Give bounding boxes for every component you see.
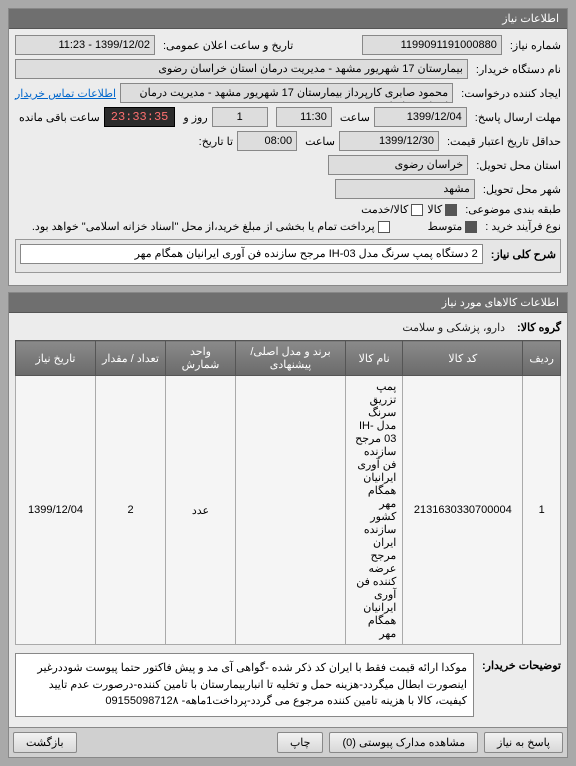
checkbox-icon <box>378 221 390 233</box>
checkbox-icon <box>465 221 477 233</box>
cell-qty: 2 <box>96 376 166 645</box>
price-valid-time-field: 08:00 <box>237 131 297 151</box>
back-button[interactable]: بازگشت <box>13 732 77 753</box>
cell-date: 1399/12/04 <box>16 376 96 645</box>
group-value: دارو، پزشکی و سلامت <box>398 319 509 336</box>
col-idx: ردیف <box>523 341 561 376</box>
delivery-province-label: استان محل تحویل: <box>476 159 561 172</box>
need-info-header: اطلاعات نیاز <box>9 9 567 29</box>
col-unit: واحد شمارش <box>166 341 236 376</box>
cell-unit: عدد <box>166 376 236 645</box>
buyer-name-field: بیمارستان 17 شهریور مشهد - مدیریت درمان … <box>15 59 468 79</box>
buyer-note-box: موکدا ارائه قیمت فقط با ایران کد ذکر شده… <box>15 653 474 717</box>
budget-service-checkbox: کالا/خدمت <box>361 203 423 216</box>
col-name: نام کالا <box>346 341 403 376</box>
need-no-label: شماره نیاز: <box>510 39 561 52</box>
delivery-city-label: شهر محل تحویل: <box>483 183 561 196</box>
checkbox-icon <box>411 204 423 216</box>
budget-goods-text: کالا <box>427 203 442 216</box>
goods-info-header: اطلاعات کالاهای مورد نیاز <box>9 293 567 313</box>
need-no-field: 1199091191000880 <box>362 35 502 55</box>
pub-dt-label: تاریخ و ساعت اعلان عمومی: <box>163 39 293 52</box>
time-label-2: ساعت <box>305 135 335 148</box>
buyer-note-label: توضیحات خریدار: <box>482 653 561 672</box>
delivery-province-field: خراسان رضوی <box>328 155 468 175</box>
need-info-panel: اطلاعات نیاز شماره نیاز: 119909119100088… <box>8 8 568 286</box>
col-code: کد کالا <box>403 341 523 376</box>
checkbox-icon <box>445 204 457 216</box>
budget-goods-checkbox: کالا <box>427 203 457 216</box>
cell-brand <box>236 376 346 645</box>
countdown-timer: 23:33:35 <box>104 107 176 127</box>
pub-dt-field: 1399/12/02 - 11:23 <box>15 35 155 55</box>
buy-type-label: نوع فرآیند خرید : <box>485 220 561 233</box>
buy-type-mid-checkbox: متوسط <box>428 220 478 233</box>
general-title-field: 2 دستگاه پمپ سرنگ مدل IH-03 مرجح سازنده … <box>20 244 483 264</box>
remain-day-label: روز و <box>183 111 207 124</box>
reply-button[interactable]: پاسخ به نیاز <box>484 732 563 753</box>
col-date: تاریخ نیاز <box>16 341 96 376</box>
cell-code: 2131630330700004 <box>403 376 523 645</box>
partial-pay-text: پرداخت تمام یا بخشی از مبلغ خرید،از محل … <box>32 220 375 233</box>
partial-pay-checkbox: پرداخت تمام یا بخشی از مبلغ خرید،از محل … <box>32 220 390 233</box>
footer-bar: پاسخ به نیاز مشاهده مدارک پیوستی (0) چاپ… <box>9 727 567 757</box>
budget-class-label: طبقه بندی موضوعی: <box>465 203 561 216</box>
until-label: تا تاریخ: <box>199 135 233 148</box>
print-button[interactable]: چاپ <box>277 732 324 753</box>
price-valid-label: حداقل تاریخ اعتبار قیمت: <box>447 135 561 148</box>
remain-label: ساعت باقی مانده <box>19 111 100 124</box>
budget-service-text: کالا/خدمت <box>361 203 408 216</box>
deadline-date-field: 1399/12/04 <box>374 107 467 127</box>
deadline-time-field: 11:30 <box>276 107 332 127</box>
delivery-city-field: مشهد <box>335 179 475 199</box>
contact-link[interactable]: اطلاعات تماس خریدار <box>15 87 116 100</box>
time-label-1: ساعت <box>340 111 370 124</box>
attachments-button[interactable]: مشاهده مدارک پیوستی (0) <box>329 732 478 753</box>
price-valid-date-field: 1399/12/30 <box>339 131 439 151</box>
general-title-label: شرح کلی نیاز: <box>491 248 556 261</box>
col-qty: تعداد / مقدار <box>96 341 166 376</box>
table-row[interactable]: 1 2131630330700004 پمپ تزریق سرنگ مدل IH… <box>16 376 561 645</box>
group-label: گروه کالا: <box>517 321 561 334</box>
buy-type-mid-text: متوسط <box>428 220 463 233</box>
remain-days-field: 1 <box>212 107 268 127</box>
goods-info-panel: اطلاعات کالاهای مورد نیاز گروه کالا: دار… <box>8 292 568 758</box>
cell-name: پمپ تزریق سرنگ مدل IH-03 مرجح سازنده فن … <box>346 376 403 645</box>
goods-table: ردیف کد کالا نام کالا برند و مدل اصلی/پی… <box>15 340 561 645</box>
deadline-label: مهلت ارسال پاسخ: <box>475 111 561 124</box>
buyer-name-label: نام دستگاه خریدار: <box>476 63 561 76</box>
col-brand: برند و مدل اصلی/پیشنهادی <box>236 341 346 376</box>
general-title-subpanel: شرح کلی نیاز: 2 دستگاه پمپ سرنگ مدل IH-0… <box>15 239 561 273</box>
cell-idx: 1 <box>523 376 561 645</box>
creator-label: ایجاد کننده درخواست: <box>461 87 561 100</box>
creator-field: محمود صابری کارپرداز بیمارستان 17 شهریور… <box>120 83 453 103</box>
